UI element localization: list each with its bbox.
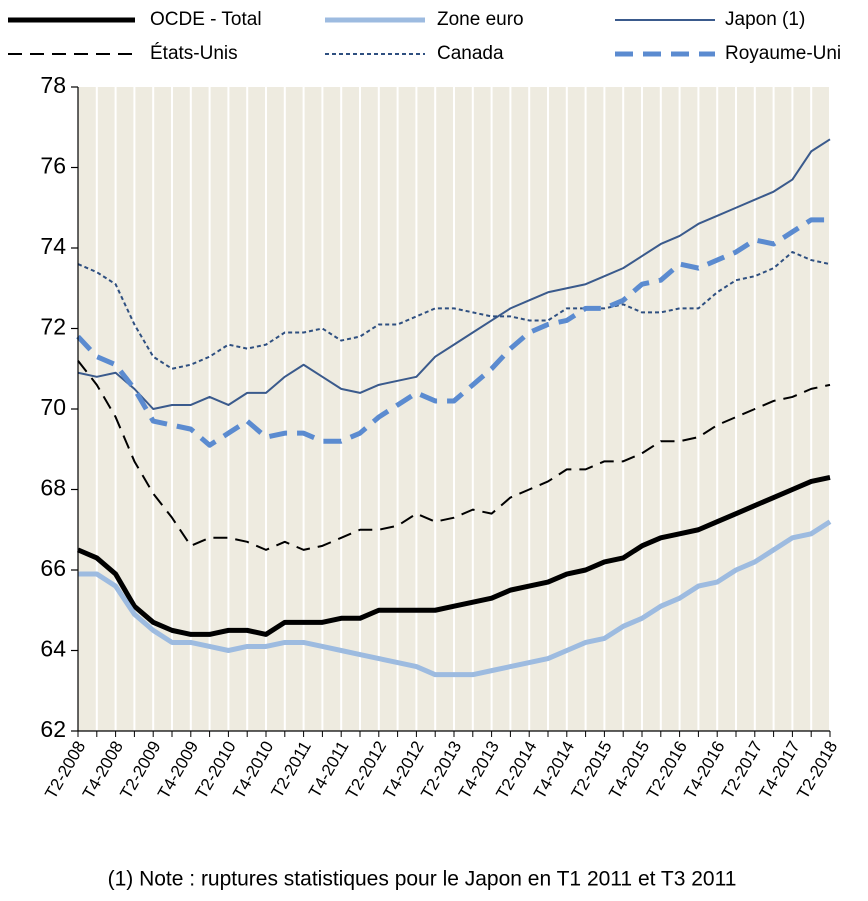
- legend-label: Japon (1): [725, 9, 805, 30]
- y-tick-label: 72: [40, 314, 66, 340]
- series-line: [78, 519, 832, 678]
- y-tick-label: 78: [40, 72, 66, 98]
- series-line: [77, 360, 831, 551]
- note: (1) Note : ruptures statistiques pour le…: [108, 868, 737, 891]
- y-tick-label: 62: [40, 716, 66, 742]
- legend-label: Zone euro: [437, 9, 524, 30]
- y-tick-label: 76: [40, 153, 66, 179]
- lines: [76, 138, 832, 678]
- y-tick-label: 74: [40, 233, 66, 259]
- y-tick-label: 64: [40, 636, 66, 662]
- y-tick-label: 70: [40, 394, 66, 420]
- legend: OCDE - Total Zone euro Japon (1) États-Unis…: [8, 9, 841, 64]
- y-tick-label: 66: [40, 555, 66, 581]
- series-line: [76, 217, 830, 448]
- legend-label: Canada: [437, 43, 504, 64]
- legend-label: Royaume-Uni: [725, 43, 841, 64]
- series-line: [77, 474, 831, 637]
- legend-label: États-Unis: [150, 43, 238, 64]
- series-line: [77, 251, 831, 370]
- y-tick-label: 68: [40, 475, 66, 501]
- series-line: [77, 138, 831, 410]
- legend-label: OCDE - Total: [150, 9, 262, 30]
